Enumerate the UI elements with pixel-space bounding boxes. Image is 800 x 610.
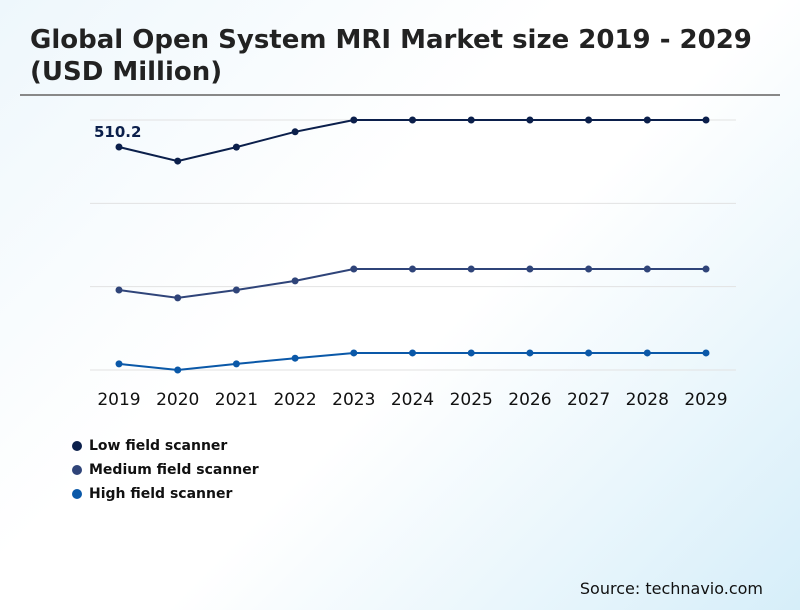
- legend-item-high: High field scanner: [72, 482, 259, 506]
- legend-label: Low field scanner: [89, 438, 228, 454]
- source-note: Source: technavio.com: [579, 579, 763, 598]
- series-line-0: [118, 119, 706, 163]
- data-point: [291, 128, 299, 136]
- data-point: [702, 265, 710, 273]
- x-tick-label: 2020: [156, 390, 199, 410]
- data-point: [409, 349, 416, 357]
- x-tick-label: 2028: [626, 390, 669, 410]
- x-tick-label: 2026: [508, 390, 551, 410]
- data-point: [467, 116, 475, 124]
- legend-dot-icon: [72, 441, 82, 451]
- data-point: [291, 277, 299, 285]
- data-point: [526, 116, 534, 124]
- data-point: [585, 116, 593, 124]
- data-label: 510.2: [94, 123, 141, 141]
- data-point: [174, 294, 182, 302]
- data-point: [467, 265, 475, 273]
- data-point: [115, 286, 123, 294]
- x-tick-label: 2022: [273, 390, 316, 410]
- legend-label: High field scanner: [89, 486, 233, 502]
- data-point: [643, 265, 651, 273]
- x-tick-label: 2021: [215, 390, 258, 410]
- data-point: [585, 265, 593, 273]
- legend-dot-icon: [72, 465, 82, 475]
- x-tick-label: 2024: [391, 390, 434, 410]
- data-point: [409, 116, 416, 124]
- x-tick-label: 2019: [97, 390, 140, 410]
- data-point: [232, 143, 240, 151]
- data-point: [174, 366, 182, 374]
- series-line-1: [118, 268, 706, 299]
- x-tick-label: 2023: [332, 390, 375, 410]
- data-point: [526, 265, 534, 273]
- data-point: [291, 354, 299, 362]
- data-point: [115, 143, 123, 151]
- data-point: [467, 349, 475, 357]
- data-point: [350, 349, 358, 357]
- data-point: [232, 360, 240, 368]
- data-point: [643, 349, 651, 357]
- data-point: [174, 157, 182, 165]
- chart-title: Global Open System MRI Market size 2019 …: [30, 25, 752, 87]
- data-point: [350, 116, 358, 124]
- data-point: [232, 286, 240, 294]
- legend: Low field scanner Medium field scanner H…: [72, 434, 259, 506]
- data-point: [585, 349, 593, 357]
- legend-item-low: Low field scanner: [72, 434, 259, 458]
- x-tick-label: 2025: [450, 390, 493, 410]
- title-divider: [20, 94, 780, 96]
- legend-item-medium: Medium field scanner: [72, 458, 259, 482]
- data-point: [643, 116, 651, 124]
- x-tick-label: 2027: [567, 390, 610, 410]
- legend-label: Medium field scanner: [89, 462, 259, 478]
- data-point: [702, 116, 710, 124]
- data-point: [115, 360, 123, 368]
- data-point: [409, 265, 416, 273]
- legend-dot-icon: [72, 489, 82, 499]
- x-tick-label: 2029: [684, 390, 727, 410]
- data-point: [350, 265, 358, 273]
- data-point: [702, 349, 710, 357]
- data-point: [526, 349, 534, 357]
